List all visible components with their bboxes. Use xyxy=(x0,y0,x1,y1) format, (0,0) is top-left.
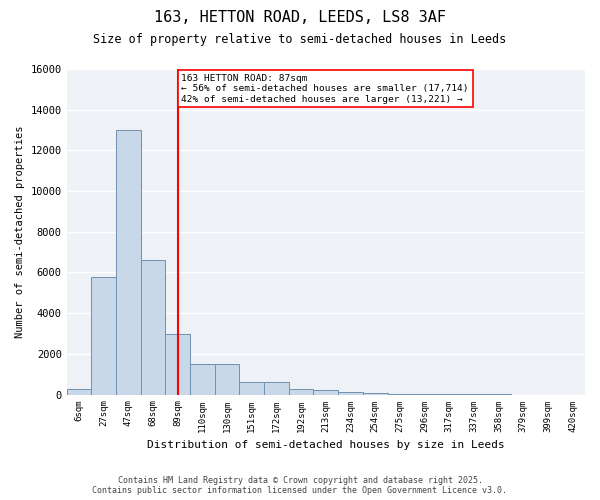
Bar xyxy=(264,382,289,394)
X-axis label: Distribution of semi-detached houses by size in Leeds: Distribution of semi-detached houses by … xyxy=(147,440,505,450)
Bar xyxy=(166,334,190,394)
Bar xyxy=(141,260,166,394)
Bar xyxy=(338,392,363,394)
Bar xyxy=(239,382,264,394)
Y-axis label: Number of semi-detached properties: Number of semi-detached properties xyxy=(15,126,25,338)
Bar xyxy=(363,392,388,394)
Text: Size of property relative to semi-detached houses in Leeds: Size of property relative to semi-detach… xyxy=(94,32,506,46)
Text: 163 HETTON ROAD: 87sqm
← 56% of semi-detached houses are smaller (17,714)
42% of: 163 HETTON ROAD: 87sqm ← 56% of semi-det… xyxy=(181,74,469,104)
Text: 163, HETTON ROAD, LEEDS, LS8 3AF: 163, HETTON ROAD, LEEDS, LS8 3AF xyxy=(154,10,446,25)
Bar xyxy=(190,364,215,394)
Bar xyxy=(215,364,239,394)
Bar xyxy=(116,130,141,394)
Bar xyxy=(289,390,313,394)
Bar xyxy=(313,390,338,394)
Text: Contains HM Land Registry data © Crown copyright and database right 2025.
Contai: Contains HM Land Registry data © Crown c… xyxy=(92,476,508,495)
Bar xyxy=(67,390,91,394)
Bar xyxy=(91,276,116,394)
